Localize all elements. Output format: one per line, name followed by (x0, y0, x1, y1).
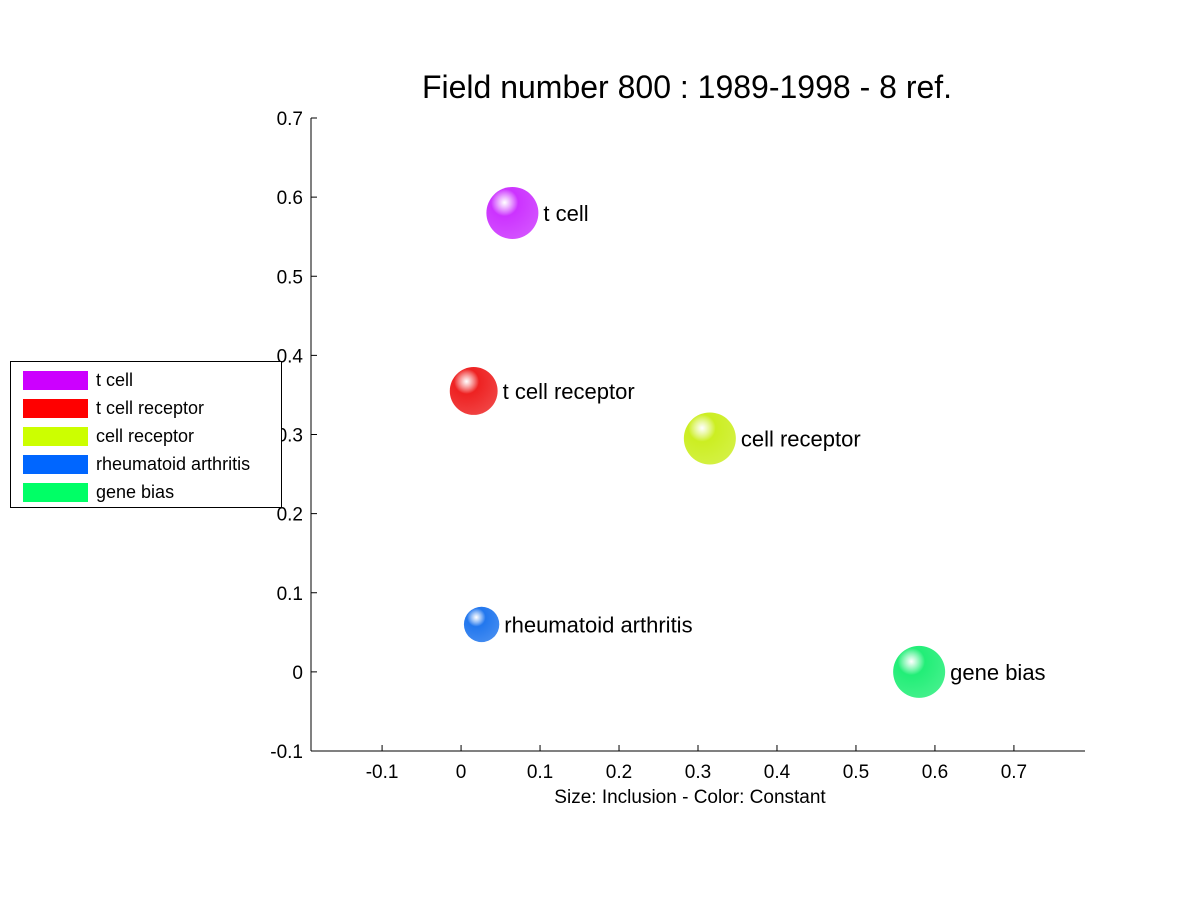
y-tick-label: -0.1 (270, 742, 303, 763)
y-tick-label: 0.4 (277, 346, 304, 367)
legend-label: t cell receptor (96, 397, 205, 418)
x-tick-label: 0.5 (843, 762, 869, 783)
x-ticks: -0.1 0 0.1 0.2 0.3 0.4 0.5 0.6 0.7 (366, 745, 1027, 783)
legend-item-cell-receptor: cell receptor (23, 426, 194, 446)
x-tick-label: 0.4 (764, 762, 791, 783)
chart-title: Field number 800 : 1989-1998 - 8 ref. (422, 69, 952, 105)
data-point-marker (893, 645, 946, 698)
legend-item-rheumatoid-arthritis: rheumatoid arthritis (23, 454, 250, 474)
y-ticks: -0.1 0 0.1 0.2 0.3 0.4 0.5 0.6 0.7 (270, 109, 317, 763)
data-point-label: t cell (543, 201, 588, 226)
data-point-marker (449, 367, 498, 415)
x-tick-label: 0.3 (685, 762, 711, 783)
legend: t cell t cell receptor cell receptor rhe… (10, 361, 282, 508)
x-tick-label: 0 (456, 762, 467, 783)
y-tick-label: 0.7 (277, 109, 303, 130)
x-tick-label: 0.6 (922, 762, 948, 783)
data-points: t cell t cell receptor cell receptor rheuma… (449, 186, 1046, 698)
x-tick-label: 0.2 (606, 762, 632, 783)
legend-item-t-cell: t cell (23, 370, 133, 390)
data-point-marker (683, 412, 736, 465)
legend-label: cell receptor (96, 425, 195, 446)
data-point-label: t cell receptor (503, 379, 635, 404)
x-tick-label: -0.1 (366, 762, 399, 783)
legend-swatch (23, 370, 88, 390)
y-tick-label: 0.5 (277, 267, 303, 288)
x-tick-label: 0.7 (1001, 762, 1027, 783)
legend-swatch (23, 482, 88, 502)
x-tick-label: 0.1 (527, 762, 553, 783)
legend-item-t-cell-receptor: t cell receptor (23, 398, 204, 418)
legend-item-gene-bias: gene bias (23, 482, 174, 502)
y-tick-label: 0.6 (277, 188, 303, 209)
data-point-label: rheumatoid arthritis (504, 612, 692, 637)
legend-label: gene bias (96, 481, 175, 502)
legend-label: t cell (96, 369, 134, 390)
x-axis-label: Size: Inclusion - Color: Constant (554, 787, 826, 808)
legend-swatch (23, 398, 88, 418)
data-point-label: gene bias (950, 660, 1045, 685)
data-point-marker (463, 606, 500, 643)
y-tick-label: 0 (292, 663, 303, 684)
legend-swatch (23, 454, 88, 474)
legend-label: rheumatoid arthritis (96, 453, 251, 474)
y-tick-label: 0.1 (277, 584, 303, 605)
legend-swatch (23, 426, 88, 446)
data-point-label: cell receptor (741, 426, 861, 451)
y-tick-label: 0.2 (277, 505, 303, 526)
y-tick-label: 0.3 (277, 426, 303, 447)
data-point-marker (486, 186, 539, 239)
